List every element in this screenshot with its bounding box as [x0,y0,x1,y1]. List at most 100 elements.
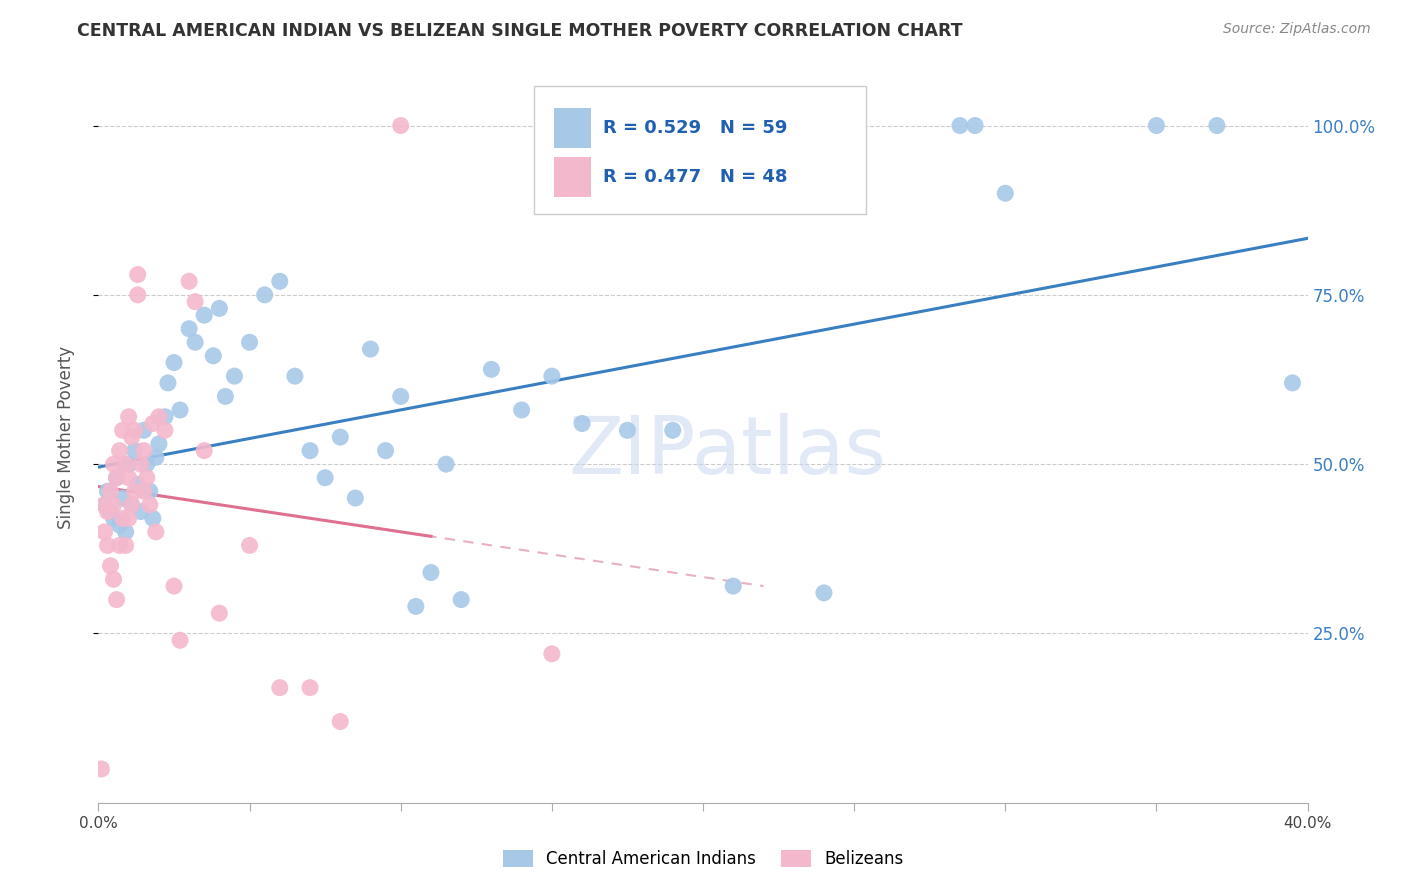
Point [450,592,472,607]
Point [111,423,134,437]
Point [179,274,201,288]
Point [103,457,125,471]
Text: Source: ZipAtlas.com: Source: ZipAtlas.com [1223,22,1371,37]
Point [239,335,262,350]
Point [813,586,835,600]
Point [405,599,427,614]
Point [132,423,155,437]
Point [202,349,225,363]
Point [208,606,231,620]
Point [269,681,291,695]
Point [169,633,191,648]
Point [129,505,152,519]
Point [179,322,201,336]
Point [108,538,131,552]
Point [114,457,136,471]
Point [127,477,149,491]
Point [224,369,246,384]
Point [389,119,412,133]
Point [184,294,207,309]
Point [111,511,134,525]
Point [100,558,122,573]
Point [132,484,155,499]
Point [124,443,146,458]
Point [239,538,262,552]
Text: ZIPatlas: ZIPatlas [568,413,886,491]
Point [118,409,141,424]
Point [100,484,122,499]
Point [132,443,155,458]
Bar [554,157,591,197]
Point [329,714,352,729]
Point [108,518,131,533]
Point [616,423,638,437]
Point [139,484,162,499]
Point [540,369,562,384]
Point [269,274,291,288]
Point [127,288,149,302]
Point [103,511,125,525]
Point [121,430,143,444]
Point [163,355,186,369]
Point [114,524,136,539]
Point [208,301,231,316]
Point [156,376,179,390]
Point [103,572,125,586]
Point [299,443,322,458]
Point [118,471,141,485]
Point [661,423,683,437]
Point [142,417,165,431]
Point [93,498,115,512]
Point [184,335,207,350]
Point [124,423,146,437]
Point [105,471,128,485]
Point [434,457,457,471]
Point [153,409,176,424]
Point [118,457,141,471]
Point [127,268,149,282]
Point [389,389,412,403]
Point [374,443,396,458]
Point [105,592,128,607]
Point [118,511,141,525]
Point [193,308,215,322]
Bar [554,108,591,148]
Text: CENTRAL AMERICAN INDIAN VS BELIZEAN SINGLE MOTHER POVERTY CORRELATION CHART: CENTRAL AMERICAN INDIAN VS BELIZEAN SING… [77,22,963,40]
Point [169,403,191,417]
Point [145,450,167,465]
Point [96,505,118,519]
Point [540,647,562,661]
Legend: Central American Indians, Belizeans: Central American Indians, Belizeans [496,843,910,875]
Point [360,342,382,356]
Point [420,566,443,580]
Point [108,443,131,458]
Point [214,389,236,403]
Point [965,119,987,133]
FancyBboxPatch shape [534,86,866,214]
Point [145,524,167,539]
Point [994,186,1017,201]
Point [142,511,165,525]
Point [1144,119,1167,133]
Point [723,579,745,593]
Point [96,484,118,499]
Point [163,579,186,593]
Point [949,119,972,133]
Point [193,443,215,458]
Point [103,498,125,512]
Point [284,369,307,384]
Point [253,288,276,302]
Point [329,430,352,444]
Point [96,538,118,552]
Point [93,498,115,512]
Point [344,491,367,505]
Point [1281,376,1303,390]
Point [93,524,115,539]
Point [510,403,533,417]
Point [129,457,152,471]
Text: R = 0.477   N = 48: R = 0.477 N = 48 [603,169,787,186]
Text: R = 0.529   N = 59: R = 0.529 N = 59 [603,120,787,137]
Point [139,498,162,512]
Point [114,538,136,552]
Point [121,498,143,512]
